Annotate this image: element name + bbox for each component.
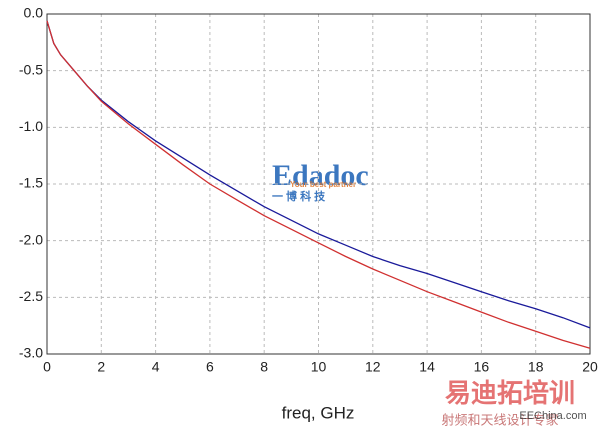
watermark: 一 博 科 技 <box>272 189 326 203</box>
watermark: Edadoc <box>272 159 369 192</box>
watermark: 射频和天线设计专家 <box>441 412 558 427</box>
x-tick-label: 20 <box>582 359 598 375</box>
x-tick-label: 18 <box>528 359 544 375</box>
watermark: Your best partner <box>290 180 356 189</box>
x-tick-label: 12 <box>365 359 381 375</box>
watermark: 易迪拓培训 <box>445 378 575 408</box>
x-tick-label: 16 <box>474 359 490 375</box>
x-tick-label: 6 <box>206 359 214 375</box>
x-tick-label: 8 <box>260 359 268 375</box>
y-tick-label: -3.0 <box>19 345 43 361</box>
x-axis-label: freq, GHz <box>282 403 355 422</box>
series-line <box>46 20 591 349</box>
y-tick-label: -1.0 <box>19 118 43 134</box>
x-tick-label: 2 <box>97 359 105 375</box>
x-tick-label: 10 <box>311 359 327 375</box>
y-tick-label: -2.5 <box>19 288 43 304</box>
x-tick-label: 4 <box>152 359 160 375</box>
plot-frame <box>46 13 591 355</box>
x-tick-label: 14 <box>419 359 435 375</box>
watermark: EEChina.com <box>519 410 586 422</box>
y-tick-label: -0.5 <box>19 61 43 77</box>
x-tick-label: 0 <box>43 359 51 375</box>
y-tick-label: -2.0 <box>19 231 43 247</box>
y-tick-label: 0.0 <box>24 5 44 21</box>
y-tick-label: -1.5 <box>19 175 43 191</box>
